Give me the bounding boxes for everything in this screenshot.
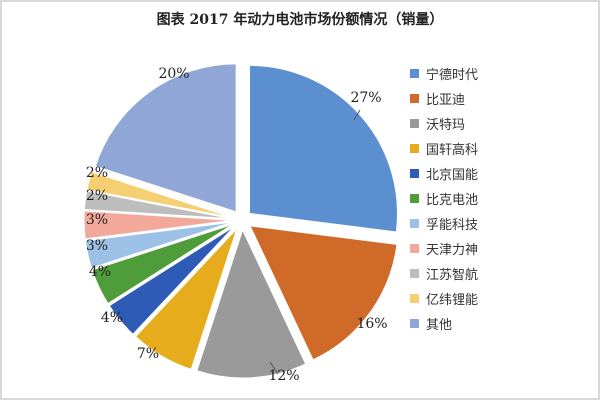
legend-item: 江苏智航 — [410, 267, 478, 283]
legend-item: 孚能科技 — [410, 218, 478, 233]
slice-percent-label: 3% — [86, 212, 108, 228]
pie-slice — [86, 171, 233, 219]
pie-slice — [91, 223, 234, 305]
slice-percent-label: 2% — [86, 188, 108, 204]
legend-label: 孚能科技 — [426, 218, 478, 233]
legend-label: 江苏智航 — [426, 267, 478, 283]
slice-percent-label: 12% — [268, 368, 299, 384]
legend-swatch — [410, 319, 419, 328]
legend-label: 北京国能 — [426, 168, 478, 183]
slice-percent-label: 4% — [89, 264, 111, 280]
slice-percent-label: 4% — [101, 310, 123, 326]
legend-label: 其他 — [426, 318, 452, 333]
slice-percent-label: 16% — [356, 316, 387, 332]
legend-item: 其他 — [410, 318, 452, 333]
legend-item: 国轩高科 — [410, 142, 478, 158]
pie-slice — [83, 210, 233, 240]
slice-percent-label: 20% — [158, 66, 189, 82]
pie-slice — [84, 221, 233, 269]
pie-slices — [83, 63, 398, 379]
legend-swatch — [410, 269, 419, 278]
legend-swatch — [410, 169, 419, 178]
pie-slice — [249, 64, 398, 233]
legend-label: 宁德时代 — [426, 67, 478, 83]
chart-title: 图表 2017 年动力电池市场份额情况（销量） — [157, 11, 444, 28]
leader-lines — [269, 109, 361, 375]
legend-item: 比克电池 — [410, 193, 478, 208]
legend-label: 国轩高科 — [426, 142, 478, 158]
legend-swatch — [410, 144, 419, 153]
legend-item: 宁德时代 — [410, 67, 478, 83]
legend-item: 沃特玛 — [410, 118, 465, 133]
pie-slice — [196, 228, 307, 379]
leader-line — [269, 361, 279, 375]
slice-percent-label: 7% — [137, 346, 159, 362]
pie-slice — [134, 228, 238, 370]
legend-label: 亿纬锂能 — [426, 293, 478, 308]
slice-percent-label: 2% — [86, 165, 108, 181]
legend-swatch — [410, 119, 419, 128]
legend-swatch — [410, 194, 419, 203]
legend-item: 亿纬锂能 — [410, 293, 478, 308]
legend-label: 沃特玛 — [426, 118, 465, 133]
legend-swatch — [410, 219, 419, 228]
legend-item: 天津力神 — [410, 243, 478, 258]
legend-swatch — [410, 94, 419, 103]
pie-slice — [249, 225, 398, 361]
legend-swatch — [410, 244, 419, 253]
data-labels: 27% 16% 12% 7% 4% 4% 3% 3% 2% 2% 20% — [86, 66, 388, 384]
legend-label: 比亚迪 — [426, 93, 465, 108]
legend-item: 比亚迪 — [410, 93, 465, 108]
legend-label: 比克电池 — [426, 193, 478, 208]
legend-item: 北京国能 — [410, 168, 478, 183]
pie-slice — [94, 63, 237, 213]
legend-swatch — [410, 294, 419, 303]
legend-swatch — [410, 69, 419, 78]
slice-percent-label: 3% — [86, 238, 108, 254]
legend-label: 天津力神 — [426, 243, 478, 258]
pie-slice — [83, 190, 233, 220]
slice-percent-label: 27% — [350, 90, 381, 106]
leader-line — [353, 109, 361, 121]
pie-slice — [108, 225, 235, 335]
